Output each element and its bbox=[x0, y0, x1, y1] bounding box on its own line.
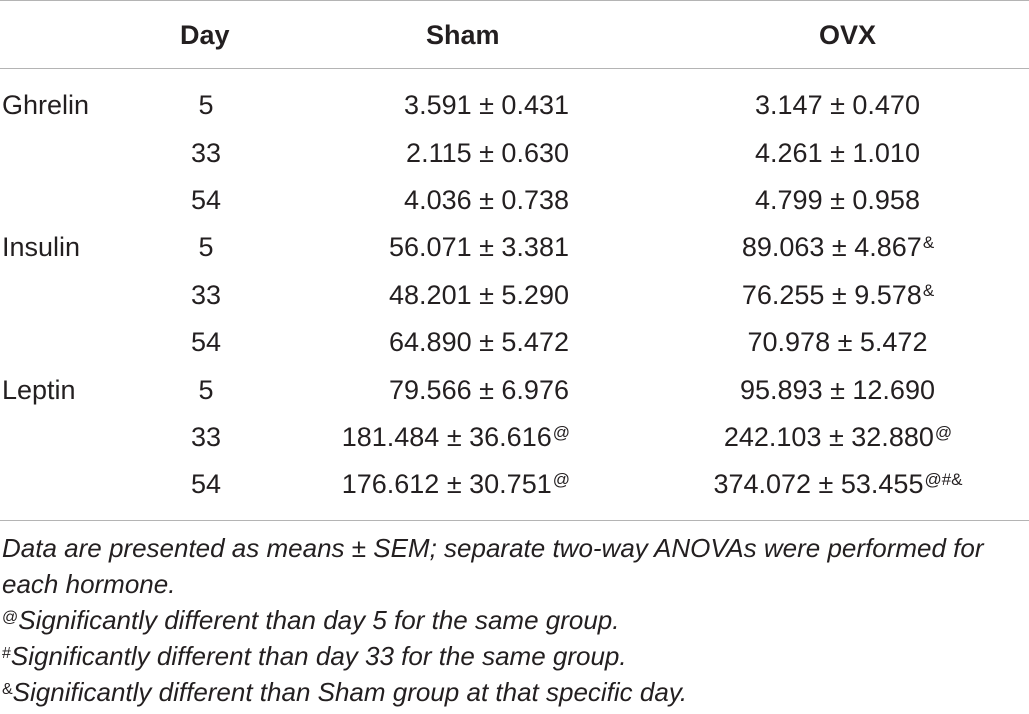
cell-ovx-value: 4.261 ± 1.010 bbox=[755, 138, 920, 168]
table-top-rule bbox=[0, 0, 1029, 1]
cell-ovx-value: 242.103 ± 32.880 bbox=[723, 422, 934, 452]
table-row: Insulin 5 56.071 ± 3.381 89.063 ± 4.867& bbox=[0, 230, 1029, 277]
cell-ovx-superscript: & bbox=[922, 281, 935, 300]
table-row: Ghrelin 5 3.591 ± 0.431 3.147 ± 0.470 bbox=[0, 88, 1029, 135]
table-notes: Data are presented as means ± SEM; separ… bbox=[2, 530, 1029, 710]
cell-ovx-value: 89.063 ± 4.867 bbox=[741, 232, 922, 262]
table-row: 33 48.201 ± 5.290 76.255 ± 9.578& bbox=[0, 278, 1029, 325]
cell-sham: 3.591 ± 0.431 bbox=[280, 88, 570, 122]
cell-day: 5 bbox=[198, 375, 214, 405]
table-row: 54 64.890 ± 5.472 70.978 ± 5.472 bbox=[0, 325, 1029, 372]
cell-sham: 2.115 ± 0.630 bbox=[280, 136, 570, 170]
cell-day: 33 bbox=[190, 280, 222, 310]
cell-sham: 79.566 ± 6.976 bbox=[280, 373, 570, 407]
cell-ovx: 242.103 ± 32.880@ bbox=[690, 420, 986, 454]
cell-hormone: Insulin bbox=[2, 232, 81, 262]
table-bottom-rule bbox=[0, 520, 1029, 521]
cell-sham: 56.071 ± 3.381 bbox=[280, 230, 570, 264]
cell-day: 54 bbox=[190, 185, 222, 215]
cell-ovx: 95.893 ± 12.690 bbox=[690, 373, 986, 407]
cell-ovx-superscript: @#& bbox=[924, 470, 963, 489]
cell-day: 54 bbox=[190, 327, 222, 357]
cell-day: 5 bbox=[198, 90, 214, 120]
cell-sham-superscript: @ bbox=[552, 470, 570, 489]
footnote-text: Significantly different than day 33 for … bbox=[10, 641, 627, 671]
cell-sham-value: 48.201 ± 5.290 bbox=[389, 280, 569, 310]
cell-ovx-value: 4.799 ± 0.958 bbox=[755, 185, 920, 215]
cell-sham: 48.201 ± 5.290 bbox=[280, 278, 570, 312]
footnote-symbol: # bbox=[2, 645, 11, 662]
footnote: #Significantly different than day 33 for… bbox=[2, 638, 1029, 674]
cell-sham: 64.890 ± 5.472 bbox=[280, 325, 570, 359]
cell-ovx-value: 70.978 ± 5.472 bbox=[747, 327, 928, 357]
cell-ovx: 76.255 ± 9.578& bbox=[690, 278, 986, 312]
cell-ovx: 4.261 ± 1.010 bbox=[690, 136, 986, 170]
cell-ovx: 4.799 ± 0.958 bbox=[690, 183, 986, 217]
cell-sham-value: 64.890 ± 5.472 bbox=[389, 327, 569, 357]
cell-sham-value: 181.484 ± 36.616 bbox=[341, 422, 552, 452]
cell-day: 33 bbox=[190, 422, 222, 452]
cell-sham-value: 2.115 ± 0.630 bbox=[406, 138, 569, 168]
footnote-text: Significantly different than day 5 for t… bbox=[18, 605, 620, 635]
cell-sham-value: 4.036 ± 0.738 bbox=[404, 185, 569, 215]
cell-sham: 176.612 ± 30.751@ bbox=[280, 467, 570, 501]
table-row: 54 176.612 ± 30.751@ 374.072 ± 53.455@#& bbox=[0, 467, 1029, 514]
footnote-symbol: & bbox=[2, 681, 13, 698]
cell-sham-superscript: @ bbox=[552, 423, 570, 442]
cell-day: 54 bbox=[190, 469, 222, 499]
header-sham: Sham bbox=[426, 20, 500, 50]
table-header-rule bbox=[0, 68, 1029, 69]
table-row: 33 181.484 ± 36.616@ 242.103 ± 32.880@ bbox=[0, 420, 1029, 467]
header-ovx: OVX bbox=[819, 20, 877, 50]
cell-day: 5 bbox=[198, 232, 214, 262]
cell-sham: 4.036 ± 0.738 bbox=[280, 183, 570, 217]
table-row: 33 2.115 ± 0.630 4.261 ± 1.010 bbox=[0, 136, 1029, 183]
table-row: Leptin 5 79.566 ± 6.976 95.893 ± 12.690 bbox=[0, 373, 1029, 420]
footnote-symbol: @ bbox=[2, 609, 19, 626]
cell-ovx: 70.978 ± 5.472 bbox=[690, 325, 986, 359]
footnote-text: Significantly different than Sham group … bbox=[12, 677, 688, 707]
cell-ovx-superscript: & bbox=[922, 233, 935, 252]
cell-ovx-value: 76.255 ± 9.578 bbox=[741, 280, 922, 310]
cell-ovx: 3.147 ± 0.470 bbox=[690, 88, 986, 122]
cell-ovx-value: 374.072 ± 53.455 bbox=[713, 469, 924, 499]
header-day: Day bbox=[180, 20, 230, 50]
cell-ovx-value: 3.147 ± 0.470 bbox=[755, 90, 920, 120]
footnote: &Significantly different than Sham group… bbox=[2, 674, 1029, 710]
cell-sham-value: 56.071 ± 3.381 bbox=[389, 232, 569, 262]
cell-sham: 181.484 ± 36.616@ bbox=[280, 420, 570, 454]
cell-ovx-superscript: @ bbox=[934, 423, 953, 442]
cell-ovx: 89.063 ± 4.867& bbox=[690, 230, 986, 264]
footnote: @Significantly different than day 5 for … bbox=[2, 602, 1029, 638]
cell-hormone: Leptin bbox=[2, 375, 76, 405]
cell-ovx-value: 95.893 ± 12.690 bbox=[740, 375, 935, 405]
table-row: 54 4.036 ± 0.738 4.799 ± 0.958 bbox=[0, 183, 1029, 230]
cell-sham-value: 3.591 ± 0.431 bbox=[404, 90, 569, 120]
cell-ovx: 374.072 ± 53.455@#& bbox=[690, 467, 986, 501]
cell-sham-value: 176.612 ± 30.751 bbox=[341, 469, 552, 499]
cell-day: 33 bbox=[190, 138, 222, 168]
cell-sham-value: 79.566 ± 6.976 bbox=[389, 375, 569, 405]
cell-hormone: Ghrelin bbox=[2, 90, 90, 120]
note-main: Data are presented as means ± SEM; separ… bbox=[2, 533, 984, 599]
